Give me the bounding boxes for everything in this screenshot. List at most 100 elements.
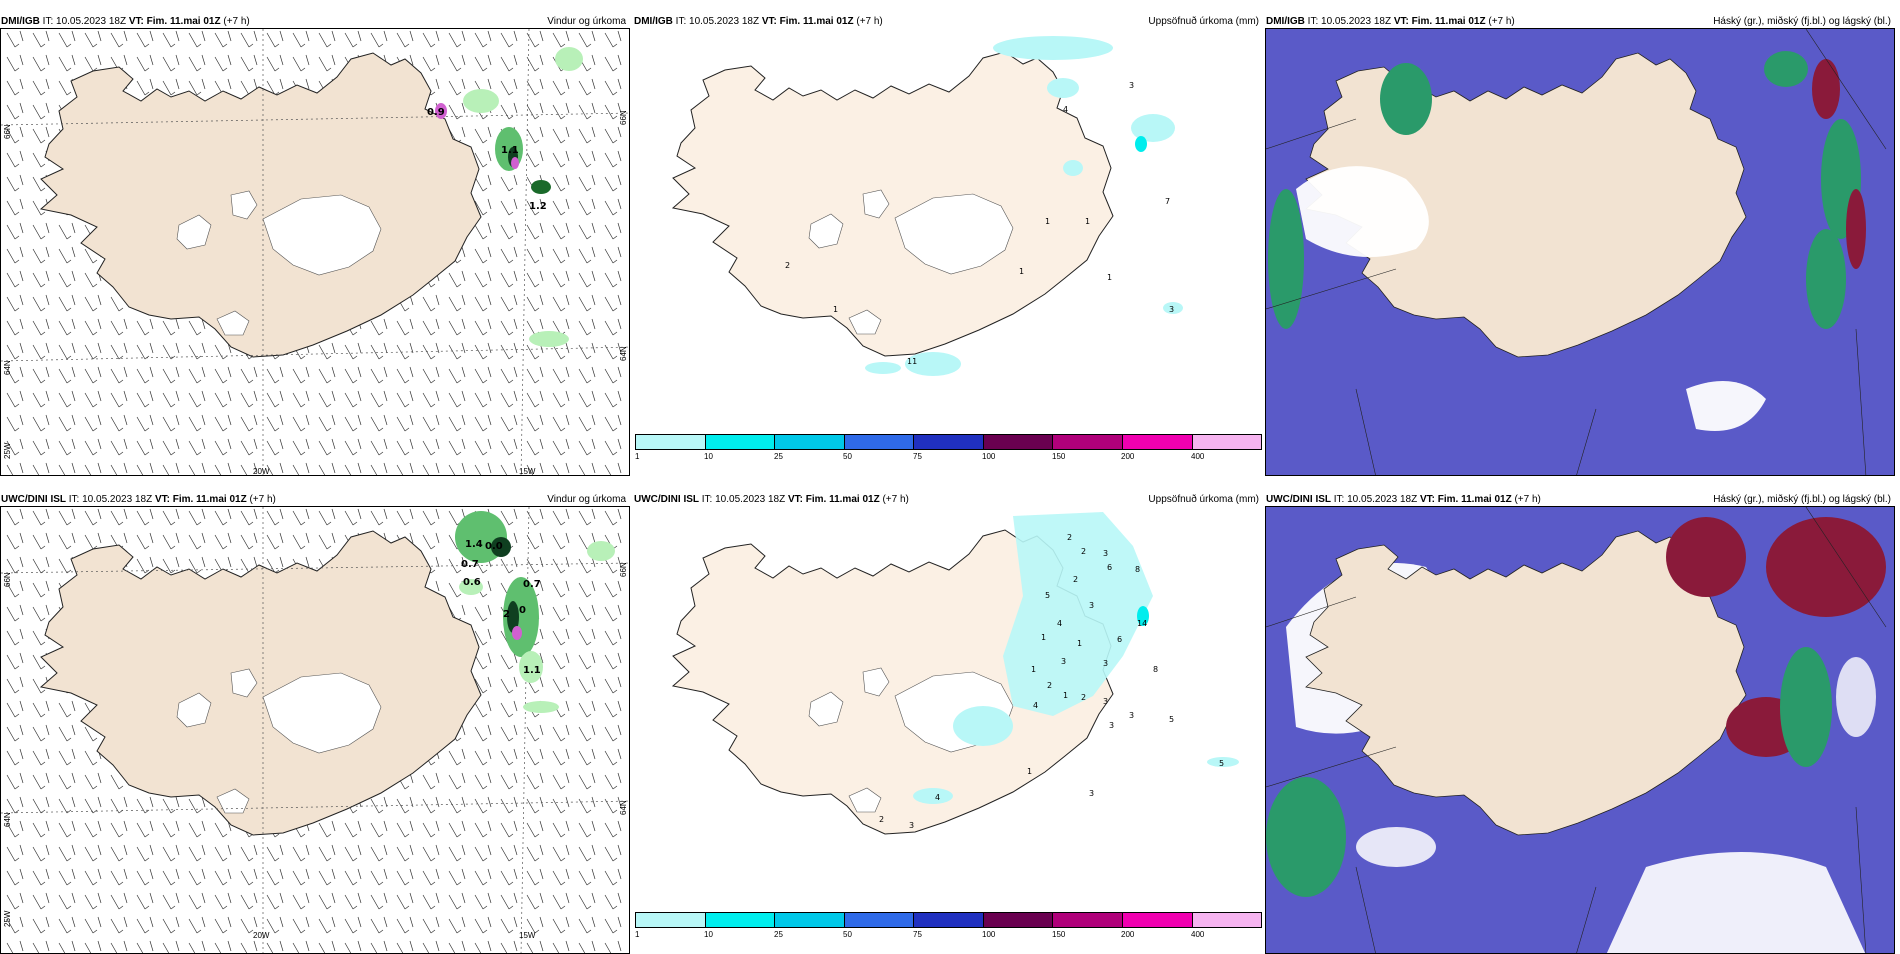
lead-time: (+7 h) bbox=[1514, 494, 1541, 505]
colorbar-tick: 25 bbox=[774, 452, 783, 461]
product-name: Vindur og úrkoma bbox=[547, 494, 626, 505]
value-label: 1 bbox=[833, 305, 838, 314]
value-label: 2 bbox=[1067, 533, 1072, 542]
colorbar-tick: 200 bbox=[1121, 452, 1135, 461]
lead-time: (+7 h) bbox=[856, 16, 883, 27]
value-label: 2 bbox=[1047, 681, 1052, 690]
init-time: IT: 10.05.2023 18Z bbox=[42, 16, 127, 27]
panel-title: UWC/DINI ISL IT: 10.05.2023 18Z VT: Fim.… bbox=[633, 492, 1263, 508]
colorbar-tick: 400 bbox=[1191, 452, 1205, 461]
value-label: 1 bbox=[1019, 267, 1024, 276]
value-label: 7 bbox=[1165, 197, 1170, 206]
colorbar-swatch bbox=[704, 912, 776, 928]
init-time: IT: 10.05.2023 18Z bbox=[675, 16, 760, 27]
colorbar-tick: 150 bbox=[1052, 452, 1066, 461]
colorbar-tick: 1 bbox=[635, 930, 640, 939]
lead-time: (+7 h) bbox=[1488, 16, 1515, 27]
colorbar-swatch bbox=[1191, 434, 1263, 450]
colorbar-swatch bbox=[1121, 434, 1193, 450]
lat-label: 64N bbox=[3, 812, 12, 827]
lon-label: 15W bbox=[519, 931, 536, 940]
colorbar-tick: 50 bbox=[843, 452, 852, 461]
value-label: 3 bbox=[1169, 305, 1174, 314]
colorbar-swatch bbox=[843, 912, 915, 928]
value-label: 0.7 bbox=[523, 579, 541, 590]
colorbar-swatch bbox=[913, 912, 984, 928]
map-cloud-cover[interactable] bbox=[1265, 506, 1895, 954]
value-label: 3 bbox=[909, 821, 914, 830]
colorbar-tick: 10 bbox=[704, 452, 713, 461]
value-label: 2 bbox=[1081, 547, 1086, 556]
value-label: 1.2 bbox=[529, 201, 547, 212]
init-time: IT: 10.05.2023 18Z bbox=[1333, 494, 1418, 505]
map-wind-precip[interactable]: 1.4 0.0 0.7 0.6 0.7 2 0 1.1 20W 15W 66N … bbox=[0, 506, 630, 954]
value-label: 4 bbox=[1057, 619, 1062, 628]
colorbar-tick: 1 bbox=[635, 452, 640, 461]
value-label: 6 bbox=[1117, 635, 1122, 644]
lead-time: (+7 h) bbox=[223, 16, 250, 27]
model-name: DMI/IGB bbox=[1266, 16, 1305, 27]
value-label: 3 bbox=[1089, 789, 1094, 798]
map-wind-precip[interactable]: 0.9 1.1 1.2 20W 15W 66N 64N 25W 66N 64N bbox=[0, 28, 630, 476]
colorbar-swatch bbox=[982, 434, 1054, 450]
lat-label: 25W bbox=[3, 910, 12, 927]
colorbar-swatch bbox=[1052, 434, 1123, 450]
init-time: IT: 10.05.2023 18Z bbox=[1307, 16, 1392, 27]
panel-title: DMI/IGB IT: 10.05.2023 18Z VT: Fim. 11.m… bbox=[1265, 14, 1895, 30]
value-label: 1 bbox=[1027, 767, 1032, 776]
panel-dmi-wind: DMI/IGB IT: 10.05.2023 18Z VT: Fim. 11.m… bbox=[0, 14, 630, 476]
value-label: 1 bbox=[1077, 639, 1082, 648]
value-label: 4 bbox=[1033, 701, 1038, 710]
value-label: 11 bbox=[907, 357, 917, 366]
value-label: 0.7 bbox=[461, 559, 479, 570]
panel-uwc-precip: UWC/DINI ISL IT: 10.05.2023 18Z VT: Fim.… bbox=[633, 492, 1263, 942]
lon-label: 20W bbox=[253, 931, 270, 940]
product-name: Háský (gr.), miðský (fj.bl.) og lágský (… bbox=[1713, 16, 1891, 27]
colorbar-tick: 100 bbox=[982, 930, 996, 939]
precip-colorbar bbox=[635, 912, 1263, 930]
value-label: 3 bbox=[1103, 549, 1108, 558]
colorbar-swatch bbox=[1052, 912, 1123, 928]
panel-dmi-precip: DMI/IGB IT: 10.05.2023 18Z VT: Fim. 11.m… bbox=[633, 14, 1263, 464]
value-label: 4 bbox=[1063, 105, 1068, 114]
product-name: Háský (gr.), miðský (fj.bl.) og lágský (… bbox=[1713, 494, 1891, 505]
panel-uwc-clouds: UWC/DINI ISL IT: 10.05.2023 18Z VT: Fim.… bbox=[1265, 492, 1895, 954]
product-name: Uppsöfnuð úrkoma (mm) bbox=[1148, 494, 1259, 505]
lon-label: 15W bbox=[519, 467, 536, 476]
value-label: 14 bbox=[1137, 619, 1147, 628]
init-time: IT: 10.05.2023 18Z bbox=[701, 494, 786, 505]
value-label: 2 bbox=[1073, 575, 1078, 584]
valid-time: VT: Fim. 11.mai 01Z bbox=[787, 494, 880, 505]
map-cloud-cover[interactable] bbox=[1265, 28, 1895, 476]
value-label: 2 bbox=[785, 261, 790, 270]
value-label: 1.4 bbox=[465, 539, 483, 550]
value-label: 5 bbox=[1219, 759, 1224, 768]
lat-label: 66N bbox=[3, 124, 12, 139]
lat-label: 66N bbox=[619, 562, 628, 577]
value-label: 0.9 bbox=[427, 107, 445, 118]
value-label: 1.1 bbox=[501, 145, 519, 156]
value-label: 1 bbox=[1031, 665, 1036, 674]
map-accumulated-precip[interactable]: 2 2 3 5 2 3 6 8 1 4 1 3 6 14 1 2 3 8 1 2… bbox=[633, 506, 1263, 904]
model-name: DMI/IGB bbox=[634, 16, 673, 27]
value-label: 2 bbox=[1081, 693, 1086, 702]
lon-label: 20W bbox=[253, 467, 270, 476]
panel-title: UWC/DINI ISL IT: 10.05.2023 18Z VT: Fim.… bbox=[1265, 492, 1895, 508]
colorbar-tick: 400 bbox=[1191, 930, 1205, 939]
colorbar-swatch bbox=[913, 434, 984, 450]
map-accumulated-precip[interactable]: 4 3 7 1 1 2 1 1 1 3 11 bbox=[633, 28, 1263, 426]
valid-time: VT: Fim. 11.mai 01Z bbox=[761, 16, 854, 27]
value-label: 3 bbox=[1103, 697, 1108, 706]
value-label: 3 bbox=[1089, 601, 1094, 610]
panel-title: DMI/IGB IT: 10.05.2023 18Z VT: Fim. 11.m… bbox=[633, 14, 1263, 30]
value-label: 3 bbox=[1129, 81, 1134, 90]
value-label: 1 bbox=[1107, 273, 1112, 282]
value-label: 1.1 bbox=[523, 665, 541, 676]
valid-time: VT: Fim. 11.mai 01Z bbox=[128, 16, 221, 27]
value-label: 3 bbox=[1129, 711, 1134, 720]
value-label: 5 bbox=[1045, 591, 1050, 600]
lat-label: 64N bbox=[619, 800, 628, 815]
value-label: 1 bbox=[1085, 217, 1090, 226]
colorbar-swatch bbox=[1191, 912, 1263, 928]
model-name: UWC/DINI ISL bbox=[1, 494, 66, 505]
